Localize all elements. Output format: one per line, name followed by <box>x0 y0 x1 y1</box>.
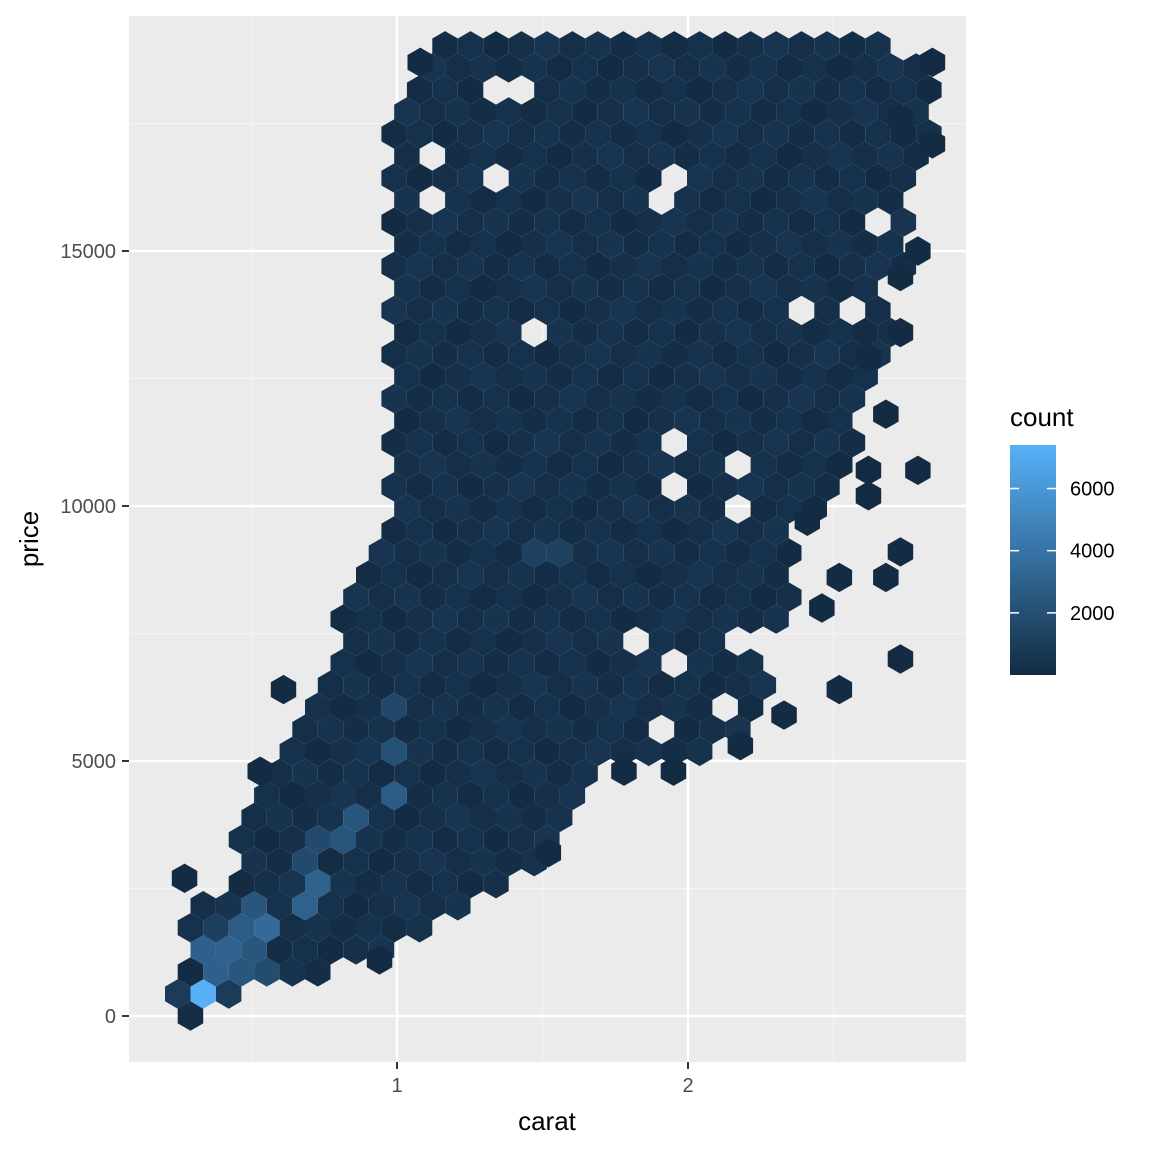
y-axis-title: price <box>14 511 44 567</box>
legend-label: 6000 <box>1070 479 1115 501</box>
x-axis-title: carat <box>518 1106 577 1136</box>
y-tick-label: 0 <box>105 1006 116 1028</box>
legend: count 2000 4000 6000 <box>1010 402 1115 675</box>
legend-label: 2000 <box>1070 603 1115 625</box>
x-tick-label: 2 <box>682 1075 693 1097</box>
y-tick-label: 5000 <box>72 751 117 773</box>
x-tick-label: 1 <box>391 1075 402 1097</box>
legend-title: count <box>1010 402 1074 432</box>
y-tick-label: 15000 <box>60 241 116 263</box>
legend-colorbar <box>1010 445 1056 675</box>
y-tick-label: 10000 <box>60 496 116 518</box>
legend-label: 4000 <box>1070 541 1115 563</box>
